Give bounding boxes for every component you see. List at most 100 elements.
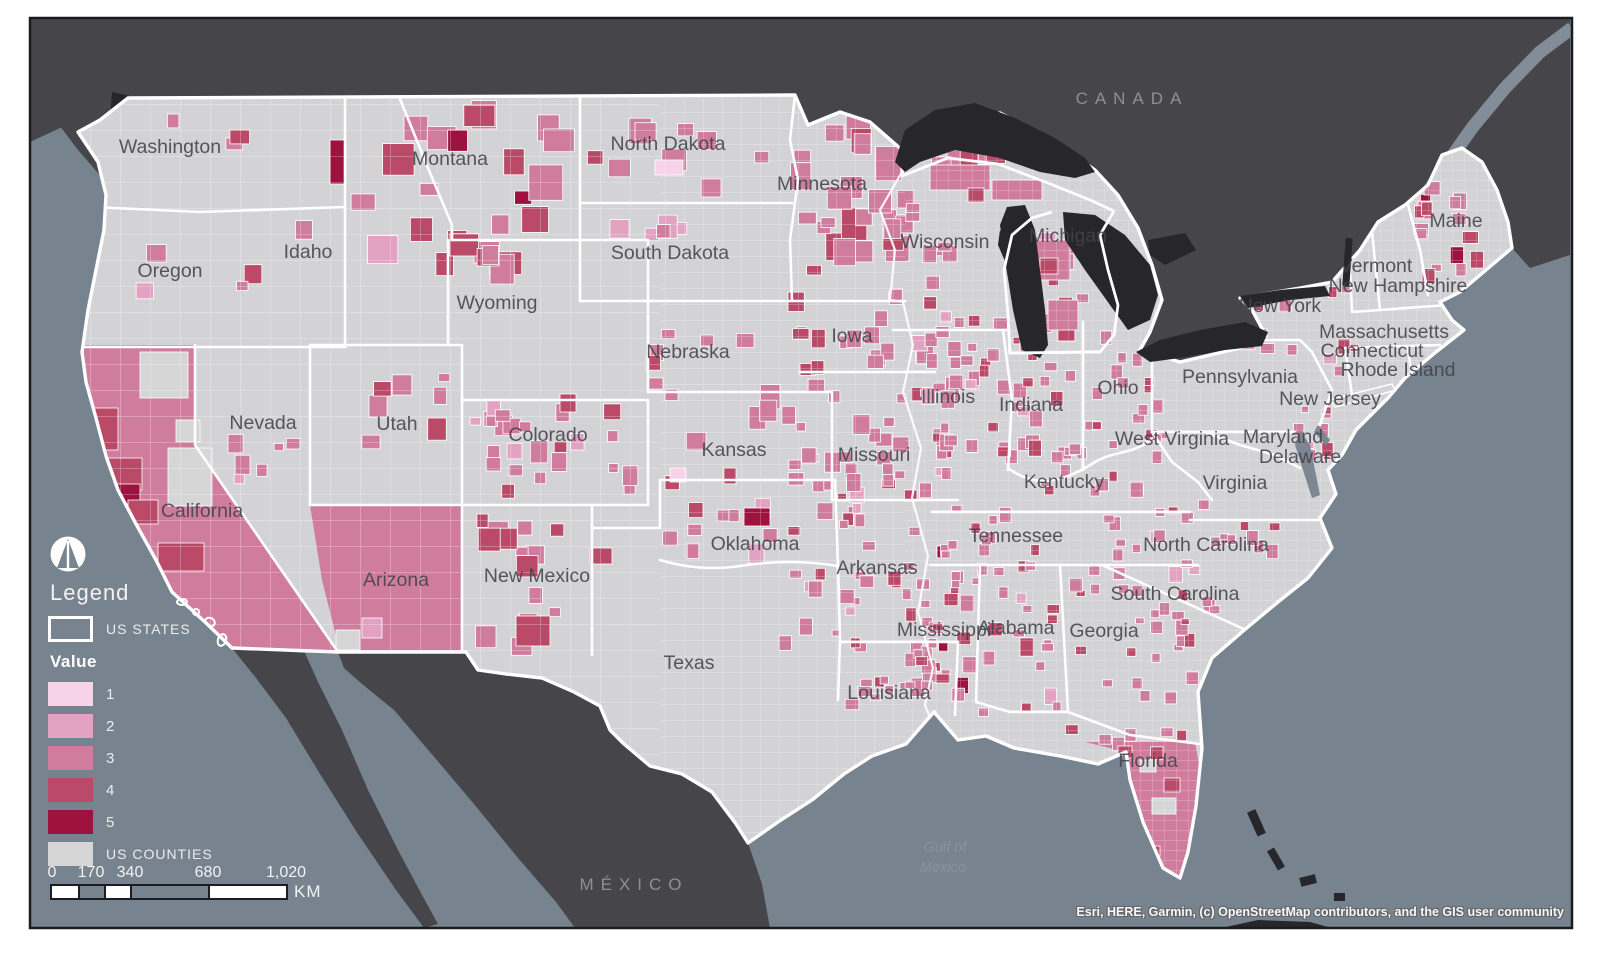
legend-item: 5	[48, 810, 278, 834]
legend-us-counties: US COUNTIES	[48, 842, 278, 866]
state-label: Kansas	[701, 439, 766, 461]
state-label: Michigan	[1029, 225, 1107, 247]
state-label: Florida	[1118, 750, 1178, 772]
attribution-text: Esri, HERE, Garmin, (c) OpenStreetMap co…	[1076, 905, 1564, 919]
water-label: Gulf of	[924, 840, 969, 856]
state-label: North Carolina	[1143, 534, 1269, 556]
legend-value-title: Value	[50, 652, 97, 671]
state-label: Illinois	[921, 386, 975, 408]
long-island	[1328, 383, 1397, 408]
state-label: Indiana	[999, 394, 1063, 416]
country-label: CANADA	[1076, 89, 1189, 108]
legend-item: 1	[48, 682, 278, 706]
state-label: Arkansas	[836, 557, 918, 579]
value-5-label: 5	[106, 813, 115, 831]
value-2-swatch	[48, 714, 93, 738]
state-label: Nevada	[229, 412, 296, 434]
legend-panel: Legend US STATES Value 1 2 3 4 5 US	[48, 532, 278, 874]
chesapeake-bay	[1295, 425, 1330, 498]
us-counties-swatch	[48, 842, 93, 866]
water-labels: Gulf of Mexico	[920, 840, 968, 876]
state-label: North Dakota	[611, 133, 726, 155]
state-label: Minnesota	[777, 173, 867, 195]
value-4-swatch	[48, 778, 93, 802]
country-labels: CANADA MÉXICO	[579, 89, 1189, 894]
state-label: Oklahoma	[711, 533, 800, 555]
state-label: Delaware	[1259, 446, 1341, 468]
us-boundary-outline	[76, 93, 1514, 880]
state-label: Louisiana	[847, 682, 931, 704]
legend-item: 4	[48, 778, 278, 802]
canada-land	[30, 18, 1570, 362]
us-states-swatch	[48, 616, 93, 642]
map-frame-border	[28, 16, 1574, 930]
scale-tick: 1,020	[265, 864, 307, 881]
state-label: Nebraska	[646, 341, 730, 363]
state-label: New Hampshire	[1329, 275, 1468, 297]
legend-item: 2	[48, 714, 278, 738]
value-2-label: 2	[106, 717, 115, 735]
value-4-label: 4	[106, 781, 115, 799]
michigan-outline	[901, 156, 1120, 355]
state-label: New Jersey	[1279, 388, 1381, 410]
mississippi-river	[878, 171, 937, 731]
channel-islands	[176, 598, 228, 647]
legend-title: Legend	[50, 580, 130, 605]
north-arrow-icon	[48, 534, 88, 574]
bahamas-cuba	[1221, 809, 1345, 928]
baja-california	[232, 648, 438, 928]
scale-tick: 0	[47, 864, 57, 881]
scale-tick: 680	[194, 864, 222, 881]
state-label: Virginia	[1203, 472, 1268, 494]
state-label: Colorado	[508, 424, 587, 446]
state-label: Missouri	[838, 444, 911, 466]
scale-bar-unit: KM	[294, 882, 322, 901]
state-labels: Washington Montana North Dakota Minnesota Wi…	[119, 133, 1483, 772]
state-label: Utah	[376, 413, 417, 435]
state-label: Arizona	[363, 569, 429, 591]
scale-bar-graphic	[50, 884, 288, 900]
us-counties-label: US COUNTIES	[106, 846, 213, 862]
scale-bar: 0 170 340 680 1,020 KM	[47, 864, 350, 901]
state-label: New York	[1239, 295, 1322, 317]
great-lakes	[895, 103, 1353, 362]
state-label: Georgia	[1069, 620, 1139, 642]
state-label: Washington	[119, 136, 221, 158]
state-label: Massachusetts	[1319, 321, 1449, 343]
value-3-label: 3	[106, 749, 115, 767]
state-label: Oregon	[137, 260, 202, 282]
state-label: Pennsylvania	[1182, 366, 1298, 388]
legend-us-states: US STATES	[48, 616, 278, 642]
us-states-label: US STATES	[106, 621, 191, 637]
state-label: Ohio	[1097, 377, 1138, 399]
state-label: Alabama	[978, 617, 1055, 639]
mexico-land	[338, 652, 770, 928]
country-label: MÉXICO	[579, 875, 688, 894]
state-label: Maryland	[1243, 426, 1323, 448]
state-label: Montana	[412, 148, 488, 170]
value-1-swatch	[48, 682, 93, 706]
state-label: West Virginia	[1115, 428, 1229, 450]
state-label: Wyoming	[456, 292, 537, 314]
state-label: Vermont	[1340, 255, 1413, 277]
state-borders	[81, 95, 1450, 746]
state-label: Tennessee	[969, 525, 1063, 547]
state-label: Wisconsin	[901, 231, 990, 253]
scale-tick: 340	[116, 864, 144, 881]
state-label: Texas	[664, 652, 715, 674]
state-label: Maine	[1429, 210, 1482, 232]
state-label: South Dakota	[611, 242, 729, 264]
legend-item: 3	[48, 746, 278, 770]
state-label: California	[161, 500, 244, 522]
value-5-swatch	[48, 810, 93, 834]
state-label: Kentucky	[1024, 471, 1104, 493]
state-label: Rhode Island	[1341, 359, 1456, 381]
state-label: Mississippi	[897, 619, 991, 641]
state-label: New Mexico	[484, 565, 590, 587]
water-label: Mexico	[920, 860, 966, 876]
scale-tick: 170	[77, 864, 105, 881]
value-3-swatch	[48, 746, 93, 770]
scale-bar-ticks: 0 170 340 680 1,020	[47, 864, 350, 882]
